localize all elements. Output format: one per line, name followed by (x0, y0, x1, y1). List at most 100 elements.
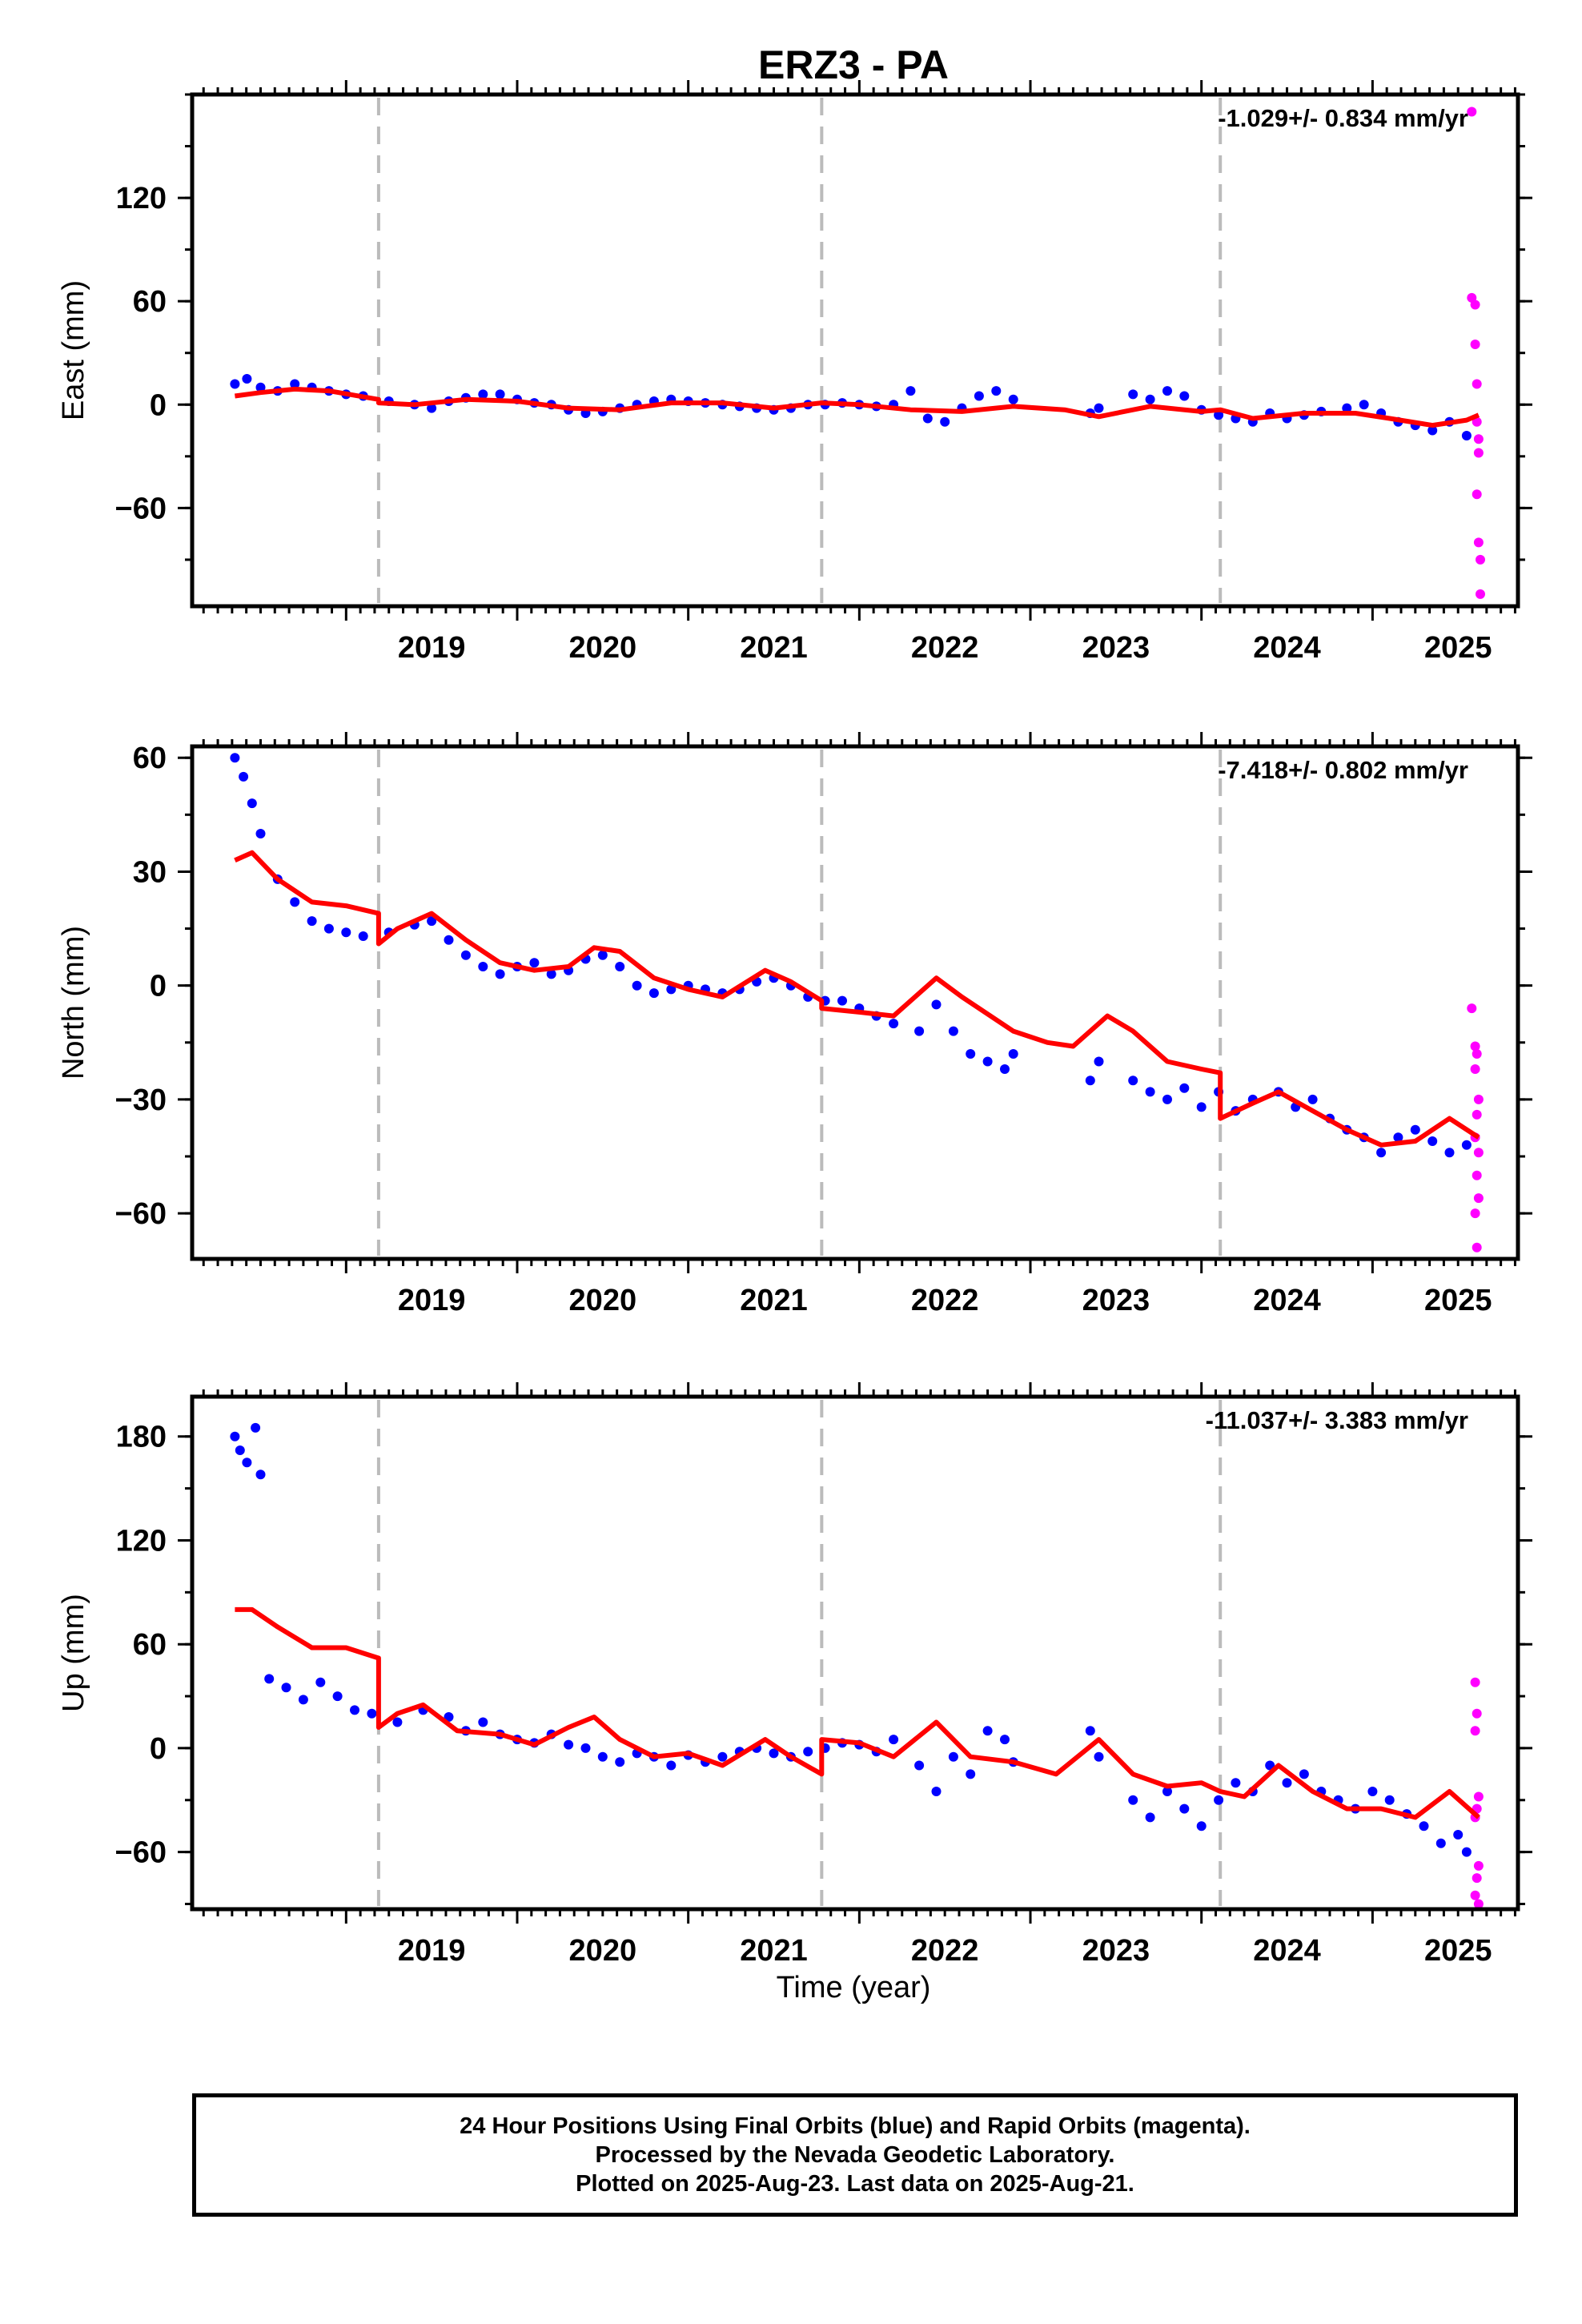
up-rapid-point (1472, 1873, 1482, 1884)
north-final-point (1196, 1102, 1207, 1112)
up-y-axis-label: Up (mm) (57, 1594, 90, 1712)
east-final-point (1179, 391, 1190, 401)
up-final-point (230, 1431, 240, 1441)
east-final-point (940, 416, 950, 427)
north-final-point (931, 999, 942, 1010)
east-y-tick-label: 120 (116, 182, 167, 215)
up-final-point (1453, 1830, 1464, 1839)
up-y-tick-label: 60 (133, 1628, 167, 1662)
north-x-tick-label: 2024 (1253, 1284, 1321, 1317)
up-rapid-point (1473, 1899, 1484, 1909)
north-final-point (290, 897, 300, 907)
north-rapid-point (1472, 1242, 1482, 1252)
up-model-line (235, 1606, 1480, 1820)
east-final-point (255, 382, 266, 392)
north-rapid-point (1470, 1064, 1480, 1074)
east-x-tick-label: 2024 (1253, 631, 1321, 665)
north-final-point (1162, 1094, 1172, 1104)
up-rate-label: -11.037+/- 3.383 mm/yr (1206, 1406, 1468, 1434)
north-final-point (1094, 1056, 1104, 1067)
east-rapid-point (1473, 537, 1484, 548)
east-final-point (905, 386, 916, 396)
north-final-point (982, 1056, 993, 1067)
up-final-point (392, 1717, 403, 1727)
up-final-point (769, 1748, 779, 1759)
north-final-point (307, 916, 317, 927)
up-y-tick-label: 0 (150, 1732, 167, 1766)
north-x-tick-label: 2023 (1082, 1284, 1150, 1317)
north-final-point (632, 980, 642, 991)
up-final-point (242, 1458, 252, 1468)
up-rapid-point (1470, 1726, 1480, 1736)
up-final-point (803, 1747, 813, 1757)
up-final-point (1367, 1787, 1378, 1796)
up-final-point (1214, 1795, 1224, 1805)
up-rapid-point (1470, 1677, 1480, 1687)
up-final-point (281, 1683, 291, 1693)
east-final-point (991, 386, 1002, 396)
east-rapid-point (1472, 379, 1482, 389)
north-final-point (1128, 1076, 1138, 1086)
up-final-point (1145, 1812, 1155, 1823)
north-final-point (1444, 1148, 1455, 1158)
east-rapid-point (1473, 448, 1484, 458)
up-final-point (1419, 1821, 1429, 1831)
up-final-point (580, 1743, 591, 1753)
north-final-point (495, 969, 505, 979)
up-final-point (1384, 1795, 1395, 1805)
east-x-tick-label: 2022 (911, 631, 979, 665)
east-rapid-point (1467, 107, 1477, 117)
east-x-tick-label: 2023 (1082, 631, 1150, 665)
up-final-point (666, 1760, 677, 1771)
north-final-point (460, 950, 471, 960)
east-final-point (495, 389, 505, 400)
north-final-point (914, 1026, 925, 1036)
east-final-point (1427, 425, 1438, 436)
up-final-point (367, 1708, 377, 1719)
north-x-tick-label: 2019 (398, 1284, 466, 1317)
up-x-tick-label: 2023 (1082, 1934, 1150, 1968)
up-x-tick-label: 2021 (740, 1934, 808, 1968)
up-final-point (444, 1712, 454, 1722)
north-final-point (444, 935, 454, 945)
east-rapid-point (1470, 300, 1480, 310)
north-final-point (1427, 1136, 1438, 1146)
east-rapid-point (1476, 589, 1485, 599)
north-final-point (230, 753, 240, 763)
up-final-point (332, 1691, 343, 1702)
north-final-point (546, 969, 556, 979)
up-x-tick-label: 2020 (569, 1934, 637, 1968)
north-y-axis-label: North (mm) (57, 926, 90, 1080)
up-final-point (1299, 1769, 1309, 1779)
up-final-point (717, 1751, 728, 1762)
north-y-tick-label: −60 (115, 1197, 167, 1231)
north-rapid-point (1470, 1041, 1480, 1051)
up-final-point (1231, 1778, 1241, 1788)
up-final-point (255, 1470, 266, 1480)
north-y-tick-label: 0 (150, 970, 167, 1003)
footer-line-2: Processed by the Nevada Geodetic Laborat… (595, 2142, 1115, 2168)
east-rapid-point (1470, 340, 1480, 349)
north-final-point (478, 962, 488, 971)
east-final-point (290, 379, 300, 389)
east-final-point (427, 403, 437, 413)
north-x-tick-label: 2025 (1424, 1284, 1492, 1317)
east-rapid-point (1472, 489, 1482, 500)
up-final-point (564, 1739, 574, 1750)
north-x-tick-label: 2020 (569, 1284, 637, 1317)
east-x-tick-label: 2025 (1424, 631, 1492, 665)
up-rapid-point (1473, 1860, 1484, 1871)
north-rapid-point (1473, 1193, 1484, 1204)
north-final-point (966, 1049, 976, 1059)
up-plot-frame (190, 1394, 1520, 1912)
up-final-point (298, 1695, 308, 1705)
up-final-point (1435, 1838, 1446, 1848)
up-final-point (1179, 1803, 1190, 1814)
north-final-point (1410, 1124, 1420, 1135)
east-final-point (1145, 394, 1155, 404)
north-final-point (358, 931, 368, 941)
north-plot-frame (190, 744, 1520, 1261)
up-final-point (1196, 1821, 1207, 1831)
east-y-axis-label: East (mm) (57, 280, 90, 420)
